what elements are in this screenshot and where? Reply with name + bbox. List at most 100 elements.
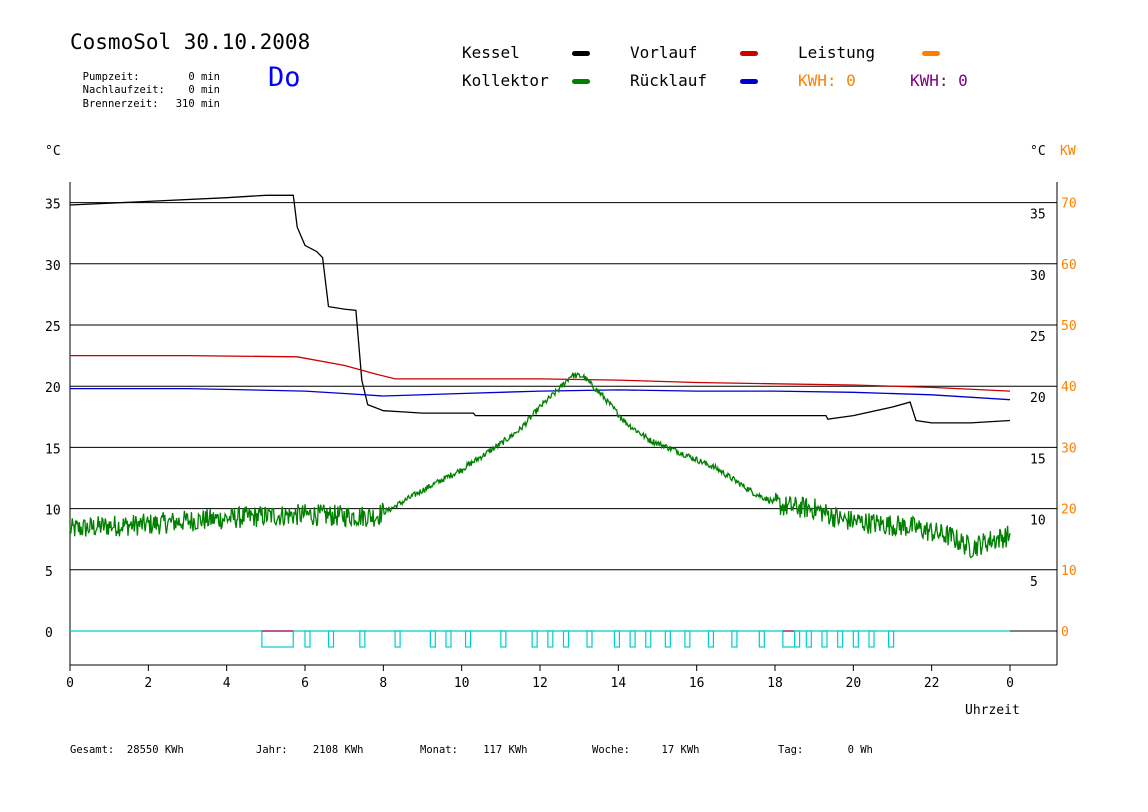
footer-label: Woche: [592,744,630,756]
pump-pulse [664,630,671,648]
y-tick-label-kw: 30 [1061,441,1077,456]
info-row-nachlaufzeit: Nachlaufzeit: 0 min [70,72,220,96]
x-axis-label: Uhrzeit [965,703,1020,718]
pump-pulse [464,630,472,648]
legend-ruecklauf-label: Rücklauf [630,71,708,90]
pump-run-box [782,630,796,648]
pump-pulse [613,630,621,648]
y-tick-label-right: 15 [1030,452,1046,467]
pump-pulse [684,630,691,648]
y-tick-label-kw: 20 [1061,503,1077,518]
pump-pulse [707,630,715,648]
x-tick-label: 16 [689,676,705,691]
x-tick-label: 14 [611,676,627,691]
info-label: Pumpzeit: [82,71,140,83]
legend-kessel-label: Kessel [462,43,520,62]
y-tick-label-right: 25 [1030,330,1046,345]
pump-pulse [531,630,538,648]
y-tick-label-kw: 60 [1061,258,1077,273]
y-tick-label-right: 35 [1030,208,1046,223]
x-tick-label: 0 [1006,676,1014,691]
y-tick-label-left: 0 [45,626,53,641]
x-tick-label: 22 [924,676,940,691]
pump-pulse [429,630,436,648]
y-tick-label-left: 30 [45,259,61,274]
pump-pulse [547,630,554,648]
y-axis-unit-left: °C [45,144,61,159]
info-row-pumpzeit: Pumpzeit: 0 min [70,59,220,83]
y-tick-label-left: 20 [45,381,61,396]
y-tick-label-right: 30 [1030,269,1046,284]
y-tick-label-kw: 10 [1061,564,1077,579]
pump-pulse [805,630,812,648]
weekday-label: Do [268,62,301,93]
pump-pulse [394,630,401,648]
pump-pulse [645,630,652,648]
x-tick-label: 20 [846,676,862,691]
x-tick-label: 6 [301,676,309,691]
series-line-kollektor [69,371,1011,559]
pump-pulse [887,630,895,648]
pump-pulse [821,630,828,648]
legend-kessel-swatch [572,51,590,56]
pump-pulse [359,630,366,648]
footer-tag: Tag: 0 Wh [778,744,873,756]
y-tick-label-left: 5 [45,565,53,580]
pump-pulse [500,630,507,648]
info-value: 0 min [188,71,220,83]
legend-kwh-orange: KWH: 0 [798,71,856,90]
x-tick-label: 4 [223,676,231,691]
legend-kwh-purple: KWH: 0 [910,71,968,90]
series-line-vorlauf [70,354,1011,392]
pump-pulse [758,630,765,648]
pump-run-box [261,630,294,648]
info-row-brennerzeit: Brennerzeit: 310 min [70,86,220,110]
y-tick-label-left: 10 [45,504,61,519]
y-tick-label-left: 15 [45,442,61,457]
pump-pulse [868,630,875,648]
y-tick-label-left: 25 [45,320,61,335]
footer-woche: Woche: 17 KWh [592,744,699,756]
footer-label: Jahr: [256,744,288,756]
footer-value: 0 Wh [847,744,873,756]
footer-gesamt: Gesamt: 28550 KWh [70,744,184,756]
footer-monat: Monat: 117 KWh [420,744,528,756]
legend-leistung-swatch [922,51,940,56]
pump-pulse [445,630,452,648]
info-label: Brennerzeit: [82,98,159,110]
pump-pulse [629,630,636,648]
series-line-kessel [69,194,1011,424]
legend-ruecklauf-swatch [740,79,758,84]
y-axis-unit-right: °C [1030,144,1046,159]
footer-jahr: Jahr: 2108 KWh [256,744,363,756]
x-tick-label: 12 [532,676,548,691]
footer-value: 117 KWh [483,744,528,756]
info-label: Nachlaufzeit: [82,84,165,96]
info-value: 310 min [175,98,220,110]
x-tick-label: 0 [66,676,74,691]
y-tick-label-kw: 40 [1061,380,1077,395]
footer-value: 17 KWh [661,744,700,756]
pump-pulse [327,630,335,648]
pump-pulse [304,630,311,648]
legend-vorlauf-label: Vorlauf [630,43,698,62]
pump-pulse [793,630,801,648]
x-tick-label: 8 [379,676,387,691]
chart-title: CosmoSol 30.10.2008 [70,30,311,54]
legend-vorlauf-swatch [740,51,758,56]
y-axis-unit-kw: KW [1060,144,1076,159]
series-line-ruecklauf [70,387,1011,401]
footer-value: 2108 KWh [312,744,364,756]
x-tick-label: 18 [767,676,783,691]
pump-pulse [837,630,844,648]
y-tick-label-left: 35 [45,198,61,213]
footer-label: Tag: [778,744,804,756]
y-tick-label-right: 20 [1030,391,1046,406]
pump-pulse [852,630,859,648]
legend-kollektor-swatch [572,79,590,84]
pump-pulse [731,630,738,648]
pump-pulse [586,630,593,648]
y-tick-label-kw: 70 [1061,197,1077,212]
y-tick-label-kw: 50 [1061,319,1077,334]
